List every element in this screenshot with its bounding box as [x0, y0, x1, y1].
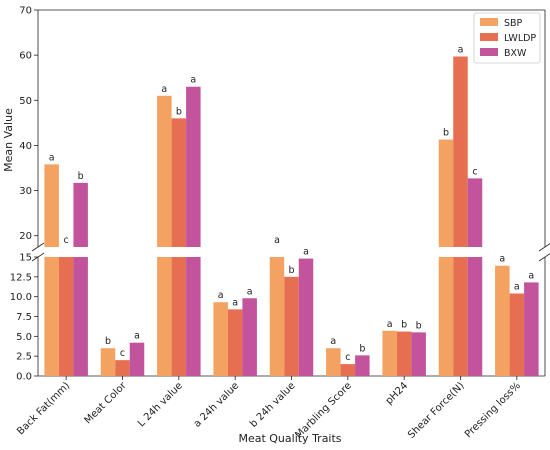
break-mark-lower-left [31, 252, 45, 262]
bar-sbp-upper [157, 95, 172, 248]
bar-lwldp [396, 331, 412, 376]
y-tick-label: 70 [19, 6, 32, 17]
y-tick-label: 0.0 [16, 372, 32, 383]
significance-letter: a [514, 281, 520, 292]
legend: SBP LWLDP BXW [473, 12, 541, 64]
x-axis-title: Meat Quality Traits [238, 432, 341, 445]
significance-letter: c [64, 235, 69, 246]
bar-lwldp [115, 360, 130, 376]
bar-sbp [495, 265, 510, 376]
y-axis-title: Mean Value [2, 108, 15, 172]
legend-swatch-bxw [480, 48, 498, 56]
bar-bxw [411, 332, 426, 376]
bar-sbp [213, 302, 228, 376]
y-tick-label: 60 [19, 51, 32, 62]
significance-letter: b [359, 343, 365, 354]
significance-letter: b [176, 106, 182, 117]
significance-letter: a [458, 44, 464, 55]
y-tick-label: 5.0 [16, 332, 32, 343]
legend-label-sbp: SBP [504, 18, 523, 29]
bar-lwldp [227, 309, 243, 376]
bar-bxw [524, 282, 539, 376]
y-tick-label: 7.5 [16, 312, 32, 323]
legend-swatch-lwldp [480, 33, 498, 41]
bar-bxw-upper [186, 86, 201, 247]
y-tick-label: 50 [19, 96, 32, 107]
legend-label-lwldp: LWLDP [504, 33, 536, 44]
significance-letter: a [134, 331, 140, 342]
bar-bxw [73, 257, 88, 376]
legend-swatch-sbp [480, 18, 498, 26]
upper-y-ticks: 20 30 40 50 60 70 [19, 6, 38, 242]
bar-bxw [355, 355, 370, 376]
bar-sbp [382, 330, 397, 376]
y-tick-label: 2.5 [16, 352, 32, 363]
significance-letter: a [303, 247, 309, 258]
bar-bxw-upper [467, 178, 483, 247]
significance-letter: a [274, 235, 280, 246]
bar-lwldp [284, 276, 299, 376]
lower-y-ticks: 0.0 2.5 5.0 7.5 10.0 12.5 15 [10, 253, 38, 383]
bar-lwldp [509, 293, 525, 376]
bar-sbp-upper [44, 164, 59, 247]
lower-bars [44, 257, 539, 376]
significance-letter: c [345, 352, 350, 363]
bar-lwldp [171, 257, 187, 376]
upper-bars [44, 56, 483, 248]
bar-sbp [100, 348, 116, 376]
bar-bxw [186, 257, 201, 376]
significance-letter: a [330, 336, 336, 347]
y-tick-label: 15 [19, 253, 32, 264]
significance-letter: a [387, 319, 393, 330]
break-mark-lower-right [538, 253, 550, 262]
significance-letter: b [443, 128, 449, 139]
significance-letter: b [288, 265, 294, 276]
significance-letter: a [528, 270, 534, 281]
bar-lwldp [453, 257, 468, 376]
significance-letter: c [120, 348, 125, 359]
break-mark-upper-right [538, 243, 550, 252]
significance-letter: a [499, 254, 505, 265]
bar-sbp-upper [438, 139, 454, 247]
bar-sbp [438, 257, 454, 376]
significance-letter: b [105, 336, 111, 347]
bar-sbp [44, 257, 59, 376]
significance-letter: b [78, 171, 84, 182]
y-tick-label: 10.0 [10, 292, 32, 303]
bar-bxw [129, 342, 145, 376]
bar-bxw [242, 298, 257, 376]
significance-letter: a [232, 297, 238, 308]
significance-letter: a [161, 84, 167, 95]
legend-label-bxw: BXW [504, 48, 527, 59]
significance-letter: b [401, 320, 407, 331]
bar-lwldp-upper [171, 118, 187, 247]
bar-sbp [269, 257, 285, 376]
bar-lwldp-upper [453, 56, 468, 247]
bar-lwldp [58, 257, 74, 376]
significance-letter: a [190, 75, 196, 86]
upper-panel: 20 30 40 50 60 70 [19, 6, 546, 248]
significance-letter: c [472, 166, 477, 177]
bar-sbp [326, 348, 341, 376]
bar-sbp [157, 257, 172, 376]
significance-letter: b [416, 320, 422, 331]
y-tick-label: 40 [19, 141, 32, 152]
y-tick-label: 20 [19, 231, 32, 242]
y-tick-label: 12.5 [10, 272, 32, 283]
break-mark-upper-left [31, 242, 45, 252]
bar-bxw [298, 258, 314, 376]
lower-panel: 0.0 2.5 5.0 7.5 10.0 12.5 15 [10, 253, 546, 383]
axis-break-marks [31, 242, 550, 262]
significance-letter: a [218, 290, 224, 301]
significance-letter: a [247, 286, 253, 297]
bar-bxw [467, 257, 483, 376]
bar-bxw-upper [73, 182, 88, 247]
significance-letter: a [49, 152, 55, 163]
y-tick-label: 30 [19, 186, 32, 197]
bar-lwldp [340, 364, 356, 376]
